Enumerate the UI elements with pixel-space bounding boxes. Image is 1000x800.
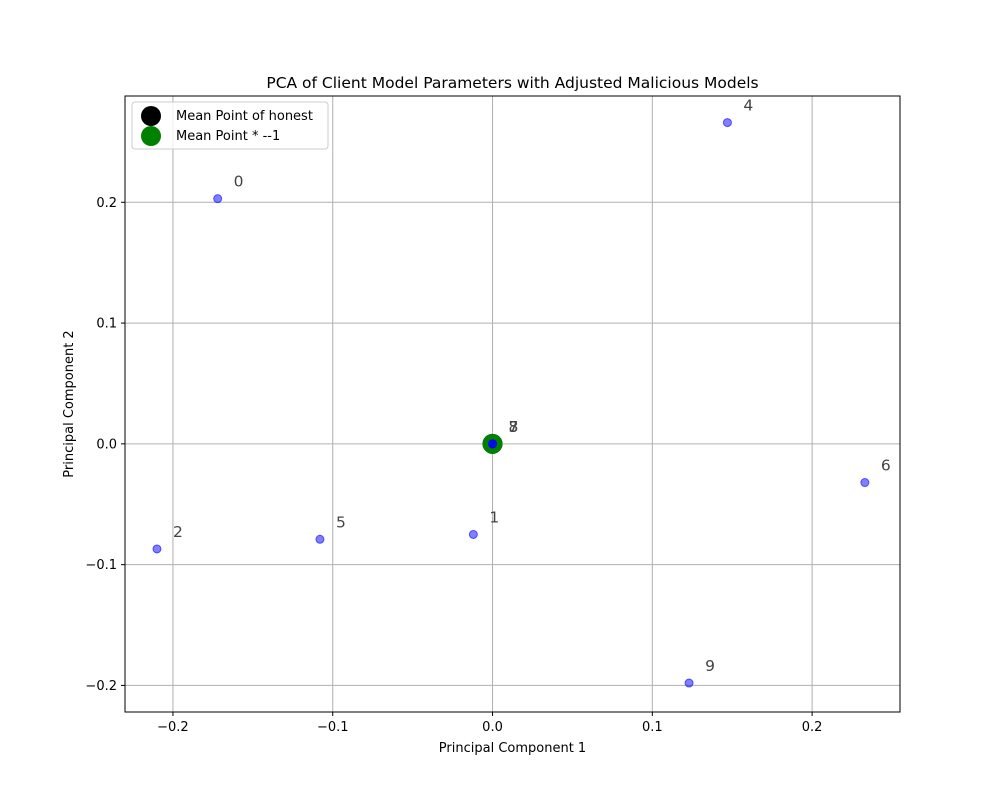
legend: Mean Point of honest Mean Point * --1 (131, 101, 329, 150)
x-tick-label: −0.2 (157, 720, 189, 735)
y-tick-label: 0.2 (96, 196, 117, 211)
plot-frame (124, 95, 901, 713)
y-axis-ticks: −0.2 −0.1 0.0 0.1 0.2 (85, 196, 125, 694)
client-label-5: 5 (336, 513, 346, 531)
client-point-9 (684, 678, 694, 688)
legend-marker-honest-mean (141, 106, 161, 126)
client-point-0 (213, 194, 223, 204)
client-point-6 (860, 478, 870, 488)
y-tick-label: −0.1 (85, 558, 117, 573)
x-axis-ticks: −0.2 −0.1 0.0 0.1 0.2 (157, 712, 822, 735)
x-axis-label: Principal Component 1 (439, 741, 586, 756)
legend-box (131, 101, 329, 150)
chart-title: PCA of Client Model Parameters with Adju… (266, 74, 758, 92)
y-tick-label: −0.2 (85, 679, 117, 694)
legend-label-honest-mean: Mean Point of honest (176, 109, 313, 124)
x-tick-label: 0.0 (482, 720, 503, 735)
client-point-8 (488, 439, 498, 449)
x-tick-label: 0.1 (642, 720, 663, 735)
client-point-1 (468, 529, 478, 539)
client-label-4: 4 (743, 97, 753, 115)
y-tick-label: 0.1 (96, 317, 117, 332)
y-tick-label: 0.0 (96, 437, 117, 452)
y-axis-label: Principal Component 2 (62, 330, 77, 477)
client-label-7: 7 (509, 418, 519, 436)
grid-lines (125, 96, 900, 712)
x-tick-label: 0.2 (802, 720, 823, 735)
client-point-5 (315, 534, 325, 544)
client-label-1: 1 (489, 508, 499, 526)
client-label-6: 6 (881, 457, 891, 475)
x-tick-label: −0.1 (317, 720, 349, 735)
client-label-8: 8 (509, 418, 519, 436)
client-label-2: 2 (173, 523, 183, 541)
client-point-2 (152, 544, 162, 554)
client-label-0: 0 (234, 173, 244, 191)
client-label-3: 3 (509, 418, 519, 436)
client-points: 0 1 2 3 4 5 6 78 9 (152, 97, 891, 688)
client-label-9: 9 (705, 657, 715, 675)
legend-label-adjusted-mean: Mean Point * --1 (176, 129, 280, 144)
legend-marker-adjusted-mean (141, 126, 161, 146)
client-point-4 (722, 118, 732, 128)
